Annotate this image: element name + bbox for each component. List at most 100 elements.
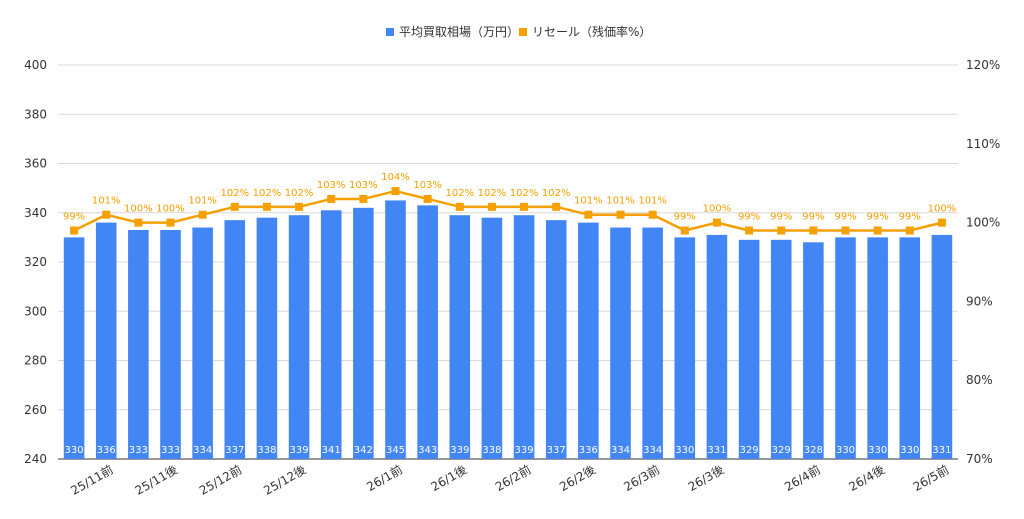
bar bbox=[353, 207, 374, 459]
bar-value-label: 333 bbox=[161, 445, 180, 456]
y-left-tick-label: 360 bbox=[24, 157, 47, 171]
line-value-label: 99% bbox=[899, 211, 921, 222]
line-point bbox=[712, 218, 721, 227]
bar bbox=[63, 237, 85, 459]
bar-value-label: 342 bbox=[354, 445, 373, 456]
line-value-label: 100% bbox=[703, 204, 732, 215]
legend-line-label: リセール（残価率%） bbox=[532, 24, 651, 39]
line-point bbox=[745, 226, 754, 235]
legend-bar-label: 平均買取相場（万円） bbox=[399, 25, 519, 39]
bar-value-label: 336 bbox=[579, 445, 598, 456]
bar-series bbox=[63, 200, 953, 459]
bar-value-label: 330 bbox=[65, 445, 84, 456]
line-value-label: 102% bbox=[253, 188, 282, 199]
x-tick-label: 26/3後 bbox=[686, 462, 727, 494]
line-point bbox=[327, 194, 336, 203]
line-point bbox=[262, 202, 271, 211]
line-value-label: 103% bbox=[317, 180, 346, 191]
line-point bbox=[423, 194, 432, 203]
x-tick-label: 26/1後 bbox=[429, 462, 470, 494]
x-tick-label: 25/11後 bbox=[133, 462, 180, 497]
line-value-label: 99% bbox=[674, 211, 696, 222]
bar-value-label: 329 bbox=[740, 445, 759, 456]
x-axis: 25/11前 25/11後 25/12前 25/12後 26/1前 26/1後 26/2前 2… bbox=[68, 462, 952, 498]
line-point bbox=[102, 210, 111, 219]
y-left-tick-label: 300 bbox=[24, 304, 47, 318]
x-tick-label: 26/1前 bbox=[364, 462, 405, 494]
bar bbox=[256, 217, 278, 459]
x-tick-label: 26/5前 bbox=[910, 462, 951, 494]
line-path bbox=[73, 189, 943, 232]
y-right-tick-label: 70% bbox=[966, 452, 993, 466]
bar bbox=[545, 220, 567, 459]
line-value-label: 104% bbox=[381, 172, 410, 183]
bar-value-label: 330 bbox=[900, 445, 919, 456]
line-value-label: 99% bbox=[770, 211, 792, 222]
line-point bbox=[841, 226, 850, 235]
line-value-label: 99% bbox=[738, 211, 760, 222]
bar bbox=[738, 239, 760, 459]
line-value-label: 99% bbox=[63, 211, 85, 222]
y-left-tick-label: 280 bbox=[24, 354, 47, 368]
y-axis-right: 120% 110% 100% 90% 80% 70% bbox=[966, 58, 1000, 466]
bar-value-label: 334 bbox=[611, 445, 630, 456]
line-value-label: 102% bbox=[285, 188, 314, 199]
line-value-label: 100% bbox=[124, 204, 153, 215]
bar bbox=[160, 229, 181, 459]
bar bbox=[513, 215, 535, 459]
bar-value-label: 338 bbox=[482, 445, 501, 456]
bar-value-label: 339 bbox=[515, 445, 534, 456]
x-tick-label: 25/12前 bbox=[196, 462, 244, 498]
y-right-tick-label: 90% bbox=[966, 294, 993, 308]
bar bbox=[674, 237, 696, 459]
bar-value-label: 333 bbox=[129, 445, 148, 456]
x-tick-label: 26/2前 bbox=[492, 462, 533, 494]
bar-value-label: 337 bbox=[547, 445, 566, 456]
y-left-tick-label: 320 bbox=[24, 255, 47, 269]
line-point bbox=[520, 202, 529, 211]
line-point bbox=[230, 202, 239, 211]
bar-value-label: 328 bbox=[804, 445, 823, 456]
line-value-label: 102% bbox=[478, 188, 507, 199]
bar bbox=[417, 205, 438, 459]
bar bbox=[288, 215, 310, 459]
legend-bar-swatch bbox=[386, 28, 394, 36]
bar-value-label: 339 bbox=[450, 445, 469, 456]
bar bbox=[642, 227, 663, 459]
legend: 平均買取相場（万円） リセール（残価率%） bbox=[386, 24, 651, 39]
y-left-tick-label: 340 bbox=[24, 206, 47, 220]
bar bbox=[95, 222, 117, 459]
bar bbox=[770, 239, 792, 459]
y-right-tick-label: 80% bbox=[966, 373, 993, 387]
line-point bbox=[616, 210, 625, 219]
line-value-label: 101% bbox=[638, 196, 667, 207]
legend-line-swatch bbox=[519, 28, 527, 36]
x-tick-label: 26/4前 bbox=[782, 462, 823, 494]
line-point bbox=[295, 202, 304, 211]
bar-data-labels: 330 336 333 333 334 337 338 339 341 342 345 343 339 3… bbox=[65, 445, 952, 456]
bar-value-label: 330 bbox=[836, 445, 855, 456]
line-value-label: 102% bbox=[445, 188, 474, 199]
line-point bbox=[777, 226, 786, 235]
line-point bbox=[584, 210, 593, 219]
bar-value-label: 330 bbox=[675, 445, 694, 456]
y-right-tick-label: 110% bbox=[966, 137, 1000, 151]
line-value-label: 103% bbox=[413, 180, 442, 191]
line-value-label: 102% bbox=[220, 188, 249, 199]
line-value-label: 99% bbox=[802, 211, 824, 222]
y-left-tick-label: 400 bbox=[24, 58, 47, 72]
bar bbox=[320, 210, 342, 459]
line-point bbox=[359, 194, 368, 203]
bar-value-label: 338 bbox=[257, 445, 276, 456]
x-tick-label: 26/4後 bbox=[846, 462, 887, 494]
line-point bbox=[455, 202, 464, 211]
line-value-label: 101% bbox=[606, 196, 635, 207]
line-series bbox=[70, 187, 946, 235]
line-value-label: 102% bbox=[542, 188, 571, 199]
bar bbox=[385, 200, 406, 459]
line-point bbox=[391, 187, 400, 196]
bar bbox=[835, 237, 856, 459]
line-value-label: 99% bbox=[867, 211, 889, 222]
